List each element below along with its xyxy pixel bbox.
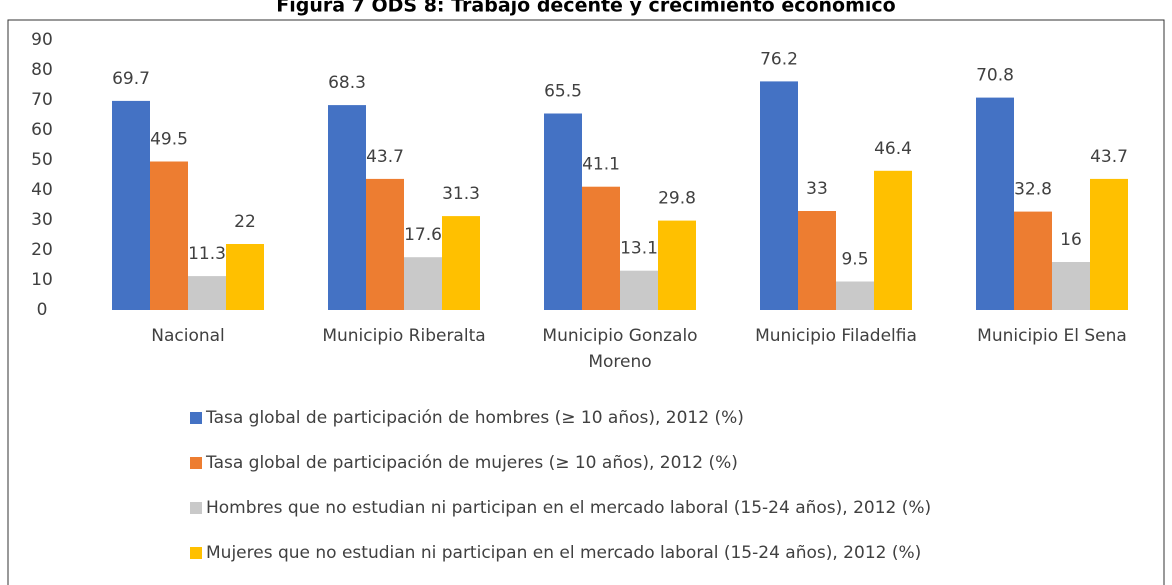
data-label: 33 (806, 179, 828, 199)
bar (760, 81, 798, 311)
data-label: 9.5 (841, 250, 868, 270)
legend-label: Mujeres que no estudian ni participan en… (206, 543, 921, 563)
y-tick-label: 40 (31, 180, 53, 200)
y-tick-label: 70 (31, 90, 53, 110)
data-label: 76.2 (760, 49, 798, 69)
data-label: 41.1 (582, 155, 620, 175)
data-label: 13.1 (620, 239, 658, 259)
bar (544, 113, 582, 310)
legend-swatch (190, 457, 202, 469)
bar (112, 100, 150, 311)
data-label: 68.3 (328, 73, 366, 93)
data-label: 70.8 (976, 66, 1014, 86)
bar (366, 178, 404, 310)
data-label: 65.5 (544, 82, 582, 102)
bar (976, 97, 1014, 310)
x-tick-label: Municipio Filadelfia (755, 326, 917, 346)
bar (582, 186, 620, 310)
x-tick-label: Municipio El Sena (977, 326, 1127, 346)
y-tick-label: 10 (31, 270, 53, 290)
bar (658, 220, 696, 310)
y-tick-label: 0 (37, 300, 48, 320)
data-label: 11.3 (188, 244, 226, 264)
bar (188, 276, 226, 310)
data-label: 43.7 (366, 147, 404, 167)
bar (874, 170, 912, 310)
chart-title: Figura 7 ODS 8: Trabajo decente y crecim… (276, 0, 896, 17)
legend-label: Tasa global de participación de hombres … (205, 408, 744, 428)
data-label: 69.7 (112, 69, 150, 89)
data-label: 31.3 (442, 184, 480, 204)
legend-swatch (190, 412, 202, 424)
y-tick-label: 50 (31, 150, 53, 170)
data-label: 46.4 (874, 139, 912, 159)
bar (328, 105, 366, 310)
bar (620, 270, 658, 310)
bar (226, 244, 264, 310)
y-tick-label: 30 (31, 210, 53, 230)
legend-swatch (190, 547, 202, 559)
bar (1052, 262, 1090, 310)
bar (836, 281, 874, 310)
bar (1090, 178, 1128, 310)
bar (150, 161, 188, 310)
data-label: 22 (234, 212, 256, 232)
legend-label: Tasa global de participación de mujeres … (205, 453, 738, 473)
bar (798, 211, 836, 310)
bar (1014, 211, 1052, 310)
bar (442, 216, 480, 310)
chart-border (7, 19, 1165, 585)
data-label: 43.7 (1090, 147, 1128, 167)
y-tick-label: 60 (31, 120, 53, 140)
bar (404, 257, 442, 310)
data-label: 16 (1060, 230, 1082, 250)
data-label: 17.6 (404, 225, 442, 245)
legend-swatch (190, 502, 202, 514)
x-tick-label: Municipio Riberalta (322, 326, 485, 346)
data-label: 32.8 (1014, 180, 1052, 200)
y-tick-label: 20 (31, 240, 53, 260)
data-label: 29.8 (658, 189, 696, 209)
legend-label: Hombres que no estudian ni participan en… (206, 498, 931, 518)
x-tick-label: Nacional (151, 326, 225, 346)
data-label: 49.5 (150, 130, 188, 150)
y-tick-label: 80 (31, 60, 53, 80)
x-tick-label: Municipio Gonzalo Moreno (542, 326, 697, 372)
y-tick-label: 90 (31, 30, 53, 50)
